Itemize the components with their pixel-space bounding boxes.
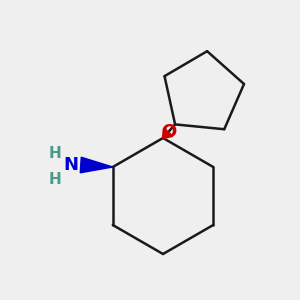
Text: O: O — [161, 123, 176, 141]
Text: N: N — [63, 156, 78, 174]
Text: H: H — [48, 172, 61, 187]
Polygon shape — [80, 157, 113, 173]
Text: H: H — [48, 146, 61, 160]
